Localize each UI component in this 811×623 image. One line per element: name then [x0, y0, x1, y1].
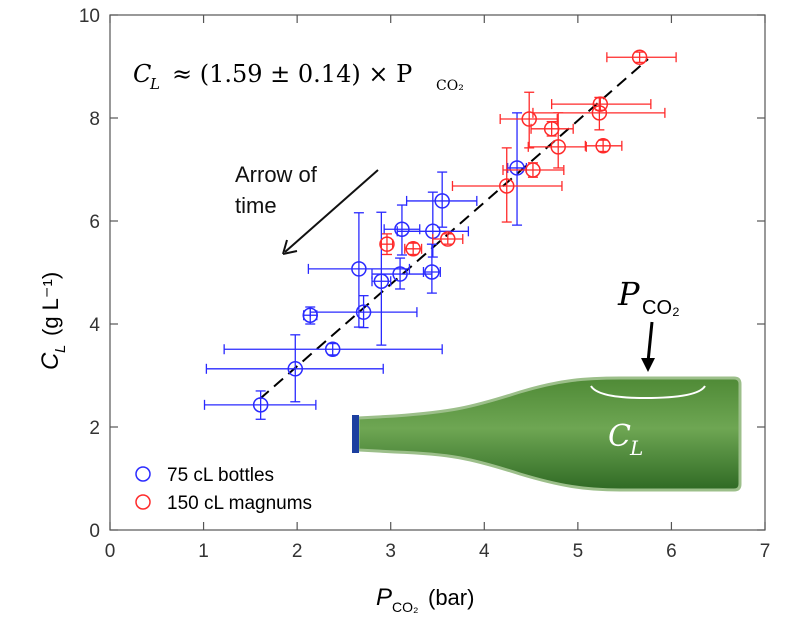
data-marker: [525, 162, 541, 178]
data-point: [371, 211, 392, 346]
bottle-headspace: [590, 385, 706, 400]
x-tick-label: 7: [760, 541, 771, 562]
data-point: [530, 120, 574, 137]
x-tick-label: 5: [573, 541, 584, 562]
data-point: [507, 112, 528, 226]
equation: C L ≈ (1.59 ± 0.14) × P CO₂: [133, 60, 464, 94]
data-point: [309, 295, 418, 329]
y-tick-label: 8: [89, 109, 100, 130]
y-axis-label-sub: L: [52, 345, 69, 353]
equation-lhs-sub: L: [149, 75, 160, 93]
data-point: [307, 212, 411, 328]
x-tick-label: 0: [105, 541, 116, 562]
axes: 0 1 2 3 4 5 6 7 0 2 4 6 8 10: [79, 6, 770, 562]
x-axis-label-unit: (bar): [428, 585, 474, 610]
data-marker: [394, 221, 410, 237]
legend-marker-magnums: [135, 494, 151, 510]
data-point: [451, 147, 563, 223]
x-tick-label: 6: [666, 541, 677, 562]
x-axis-label-main: P: [376, 584, 392, 611]
data-marker: [252, 397, 269, 413]
data-point: [205, 334, 384, 403]
x-axis-label: P CO₂ (bar): [376, 584, 474, 615]
data-points: [203, 49, 677, 420]
data-marker: [405, 241, 421, 257]
x-axis-label-sub: CO₂: [392, 599, 418, 615]
data-marker: [379, 236, 395, 252]
data-point: [223, 341, 443, 357]
equation-lhs: C: [133, 60, 151, 88]
champagne-bottle-illustration: C L P CO₂: [352, 275, 742, 492]
bottle-pressure-sub: CO₂: [642, 297, 680, 319]
data-point: [606, 49, 677, 65]
fit-line: [259, 58, 649, 400]
plot-frame: [109, 14, 766, 531]
equation-rhs: ≈ (1.59 ± 0.14) × P: [172, 60, 412, 88]
data-marker: [631, 49, 648, 65]
x-tick-label: 4: [479, 541, 490, 562]
data-point: [203, 390, 317, 420]
bottle-liquid-sub: L: [629, 436, 643, 460]
data-point: [532, 96, 666, 131]
y-tick-label: 2: [89, 418, 100, 439]
data-marker: [424, 264, 440, 280]
y-axis-label: C L (g L⁻¹): [37, 272, 69, 370]
data-marker: [509, 160, 525, 176]
fit-line-group: [259, 58, 649, 400]
arrow-of-time-label-1: Arrow of: [235, 162, 318, 187]
equation-rhs-sub: CO₂: [436, 78, 464, 94]
x-tick-label: 3: [385, 541, 396, 562]
bottle-liquid-label: C: [608, 419, 631, 454]
data-marker: [498, 178, 515, 194]
pressure-arrowhead-icon: [641, 358, 655, 372]
data-point: [499, 91, 558, 149]
bottle-body: [356, 376, 742, 492]
data-point: [404, 241, 423, 257]
pressure-arrow-icon: [646, 321, 654, 363]
data-point: [405, 171, 478, 228]
arrow-of-time-head-icon: [282, 239, 298, 255]
y-axis-label-main: C: [37, 352, 64, 370]
data-marker: [434, 193, 450, 209]
x-tick-label: 2: [292, 541, 303, 562]
data-point: [422, 243, 441, 294]
data-marker: [392, 266, 408, 282]
y-tick-label: 6: [89, 212, 100, 233]
data-point: [584, 138, 623, 154]
data-marker: [351, 261, 367, 277]
arrow-of-time: Arrow of time: [235, 162, 379, 255]
data-marker: [595, 138, 611, 154]
bottle-pressure-label: P: [617, 275, 640, 313]
data-marker: [440, 231, 456, 247]
data-point: [379, 233, 395, 256]
data-point: [502, 162, 565, 178]
data-marker: [324, 341, 341, 357]
data-marker: [355, 304, 372, 320]
bottle-cork: [352, 415, 359, 453]
arrow-of-time-icon: [284, 169, 379, 253]
data-point: [432, 231, 464, 247]
data-point: [551, 96, 652, 112]
data-marker: [550, 139, 566, 155]
data-marker: [591, 105, 608, 121]
data-point: [383, 204, 421, 256]
legend: 75 cL bottles 150 cL magnums: [135, 465, 312, 514]
data-marker: [521, 111, 537, 127]
x-tick-label: 1: [198, 541, 209, 562]
legend-marker-bottles: [135, 466, 151, 482]
y-tick-label: 10: [79, 6, 100, 27]
y-axis-label-unit: (g L⁻¹): [38, 272, 63, 336]
legend-label-bottles: 75 cL bottles: [167, 465, 274, 486]
y-tick-label: 0: [89, 521, 100, 542]
legend-label-magnums: 150 cL magnums: [167, 493, 312, 514]
y-tick-label: 4: [89, 315, 100, 336]
data-marker: [287, 361, 304, 377]
arrow-of-time-label-2: time: [235, 193, 277, 218]
